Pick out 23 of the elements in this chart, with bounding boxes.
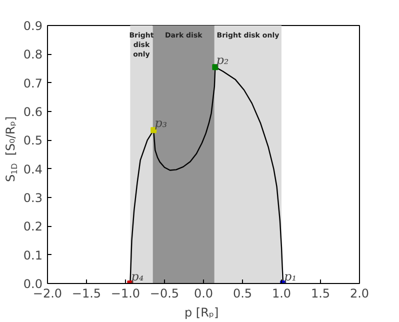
y-tick-label: 0.8: [23, 48, 43, 62]
x-tick-label: −0.5: [150, 286, 180, 300]
y-tick-label: 0.6: [23, 105, 43, 119]
y-tick-label: 0.7: [23, 76, 43, 90]
y-tick-label: 0.3: [23, 191, 43, 205]
x-tick-label: −1.0: [110, 286, 140, 300]
annotation: p₂: [216, 53, 229, 68]
x-tick-label: 1.5: [310, 286, 330, 300]
x-axis-title: p [Rₚ]: [184, 306, 219, 320]
y-tick-label: 0.1: [23, 248, 43, 262]
y-tick-label: 0.5: [23, 134, 43, 148]
y-tick-label: 0.4: [23, 162, 43, 176]
x-tick-label: −1.5: [72, 286, 102, 300]
annotation: p₄: [131, 270, 144, 284]
y-tick-label: 0.2: [23, 220, 43, 234]
annotation: p₃: [154, 116, 168, 130]
annotation: p₁: [284, 270, 297, 284]
x-tick-label: 1.0: [272, 286, 292, 300]
y-tick-label: 0.9: [23, 19, 43, 33]
y-axis-title: S1D [S₀/Rₚ]: [4, 116, 19, 182]
x-tick-label: 0.5: [232, 286, 252, 300]
x-tick-label: 0.0: [194, 286, 214, 300]
x-tick-label: 2.0: [350, 286, 370, 300]
